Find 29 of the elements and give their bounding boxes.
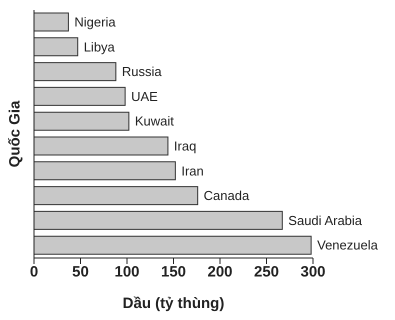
x-tick-label: 150 [160,264,186,281]
x-tick-label: 300 [300,264,326,281]
bar [34,210,283,230]
y-axis-title: Quốc Gia [6,100,24,168]
bar [34,12,69,32]
y-tick-label: UAE [131,88,158,104]
bar [34,62,116,82]
x-tick-label: 250 [254,264,280,281]
y-tick-label: Saudi Arabia [288,212,363,228]
y-tick-label: Canada [204,188,250,204]
x-tick-label: 50 [72,264,89,281]
x-tick-label: 200 [207,264,233,281]
y-tick-label: Iran [181,163,204,178]
bar [34,86,126,106]
bar [34,112,130,131]
y-tick-label: Libya [84,39,116,54]
bar [34,136,168,156]
y-tick-label: Russia [122,64,162,80]
y-tick-label: Kuwait [134,114,174,129]
bar [34,161,176,180]
bar [34,186,198,206]
x-tick-label: 0 [30,264,38,281]
bar [34,37,78,56]
y-tick-label: Iraq [174,138,196,154]
y-tick-label: Venezuela [317,238,379,253]
x-axis-title: Dầu (tỷ thùng) [122,295,224,312]
x-tick-label: 100 [114,264,140,281]
y-tick-label: Nigeria [74,14,116,30]
bar [34,236,312,255]
